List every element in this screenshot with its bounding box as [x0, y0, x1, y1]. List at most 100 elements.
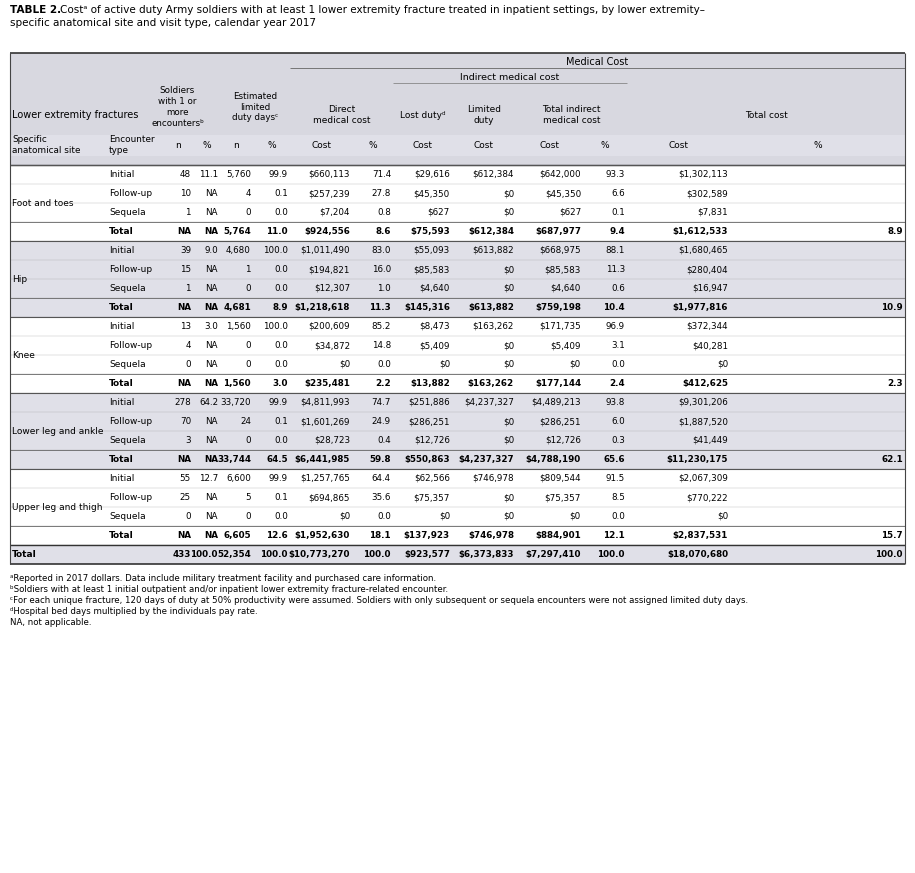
- Text: Sequela: Sequela: [109, 436, 145, 445]
- Text: $2,067,309: $2,067,309: [678, 474, 728, 483]
- Text: Total cost: Total cost: [745, 111, 788, 120]
- Text: NA: NA: [206, 341, 218, 350]
- Bar: [10, 184, 905, 203]
- Text: Specific
anatomical site: Specific anatomical site: [12, 135, 81, 155]
- Text: 99.9: 99.9: [269, 170, 288, 179]
- Text: 11.3: 11.3: [606, 265, 625, 274]
- Bar: [10, 134, 905, 155]
- Text: 10.9: 10.9: [881, 303, 903, 312]
- Text: $75,593: $75,593: [410, 227, 450, 236]
- Text: $0: $0: [439, 512, 450, 521]
- Text: 18.1: 18.1: [370, 531, 391, 540]
- Text: NA: NA: [206, 417, 218, 426]
- Text: 39: 39: [180, 246, 191, 255]
- Text: Cost: Cost: [474, 141, 494, 149]
- Text: Indirect medical cost: Indirect medical cost: [460, 72, 560, 81]
- Text: $55,093: $55,093: [414, 246, 450, 255]
- Text: 433: 433: [173, 550, 191, 559]
- Text: 55: 55: [179, 474, 191, 483]
- Text: $200,609: $200,609: [308, 322, 350, 331]
- Text: 4,680: 4,680: [226, 246, 251, 255]
- Text: 27.8: 27.8: [371, 189, 391, 198]
- Text: $85,583: $85,583: [544, 265, 581, 274]
- Text: Total indirect
medical cost: Total indirect medical cost: [543, 105, 601, 125]
- Text: 15.7: 15.7: [881, 531, 903, 540]
- Text: $0: $0: [439, 360, 450, 369]
- Text: 0.0: 0.0: [274, 265, 288, 274]
- Text: $923,577: $923,577: [404, 550, 450, 559]
- Text: 0.4: 0.4: [377, 436, 391, 445]
- Text: 6.0: 6.0: [611, 417, 625, 426]
- Text: 0: 0: [186, 360, 191, 369]
- Text: Sequela: Sequela: [109, 360, 145, 369]
- Text: $746,978: $746,978: [468, 531, 514, 540]
- Text: 0.0: 0.0: [377, 360, 391, 369]
- Text: $171,735: $171,735: [539, 322, 581, 331]
- Text: $0: $0: [502, 493, 514, 502]
- Text: $0: $0: [570, 512, 581, 521]
- Text: $4,811,993: $4,811,993: [300, 398, 350, 407]
- Text: 0: 0: [245, 341, 251, 350]
- Text: Sequela: Sequela: [109, 208, 145, 217]
- Text: %: %: [267, 141, 275, 149]
- Text: NA, not applicable.: NA, not applicable.: [10, 618, 92, 627]
- Bar: [10, 393, 905, 412]
- Text: $34,872: $34,872: [314, 341, 350, 350]
- Bar: [10, 393, 905, 469]
- Bar: [10, 469, 905, 545]
- Text: $660,113: $660,113: [308, 170, 350, 179]
- Text: 0.0: 0.0: [274, 284, 288, 293]
- Text: 71.4: 71.4: [371, 170, 391, 179]
- Text: $0: $0: [570, 360, 581, 369]
- Text: 14.8: 14.8: [371, 341, 391, 350]
- Text: $924,556: $924,556: [304, 227, 350, 236]
- Text: Follow-up: Follow-up: [109, 265, 152, 274]
- Bar: [10, 488, 905, 507]
- Text: 0: 0: [245, 208, 251, 217]
- Text: 59.8: 59.8: [370, 455, 391, 464]
- Text: NA: NA: [177, 303, 191, 312]
- Text: 0.0: 0.0: [377, 512, 391, 521]
- Bar: [10, 241, 905, 260]
- Text: Hip: Hip: [12, 274, 27, 284]
- Text: 93.8: 93.8: [606, 398, 625, 407]
- Text: $6,373,833: $6,373,833: [458, 550, 514, 559]
- Text: NA: NA: [206, 189, 218, 198]
- Text: $372,344: $372,344: [686, 322, 728, 331]
- Text: $6,441,985: $6,441,985: [295, 455, 350, 464]
- Text: specific anatomical site and visit type, calendar year 2017: specific anatomical site and visit type,…: [10, 18, 316, 28]
- Text: ᶜFor each unique fracture, 120 days of duty at 50% productivity were assumed. So: ᶜFor each unique fracture, 120 days of d…: [10, 596, 748, 605]
- Text: ᵈHospital bed days multiplied by the individuals pay rate.: ᵈHospital bed days multiplied by the ind…: [10, 607, 258, 616]
- Text: 100.0: 100.0: [261, 550, 288, 559]
- Bar: [10, 317, 905, 393]
- Text: 6,605: 6,605: [223, 531, 251, 540]
- Text: $10,773,270: $10,773,270: [288, 550, 350, 559]
- Text: Cost: Cost: [311, 141, 331, 149]
- Bar: [10, 431, 905, 450]
- Text: 0.0: 0.0: [274, 436, 288, 445]
- Text: $4,640: $4,640: [551, 284, 581, 293]
- Text: NA: NA: [206, 284, 218, 293]
- Text: Sequela: Sequela: [109, 512, 145, 521]
- Text: $45,350: $45,350: [544, 189, 581, 198]
- Bar: [10, 165, 905, 241]
- Text: $1,612,533: $1,612,533: [673, 227, 728, 236]
- Text: $0: $0: [502, 436, 514, 445]
- Text: $2,837,531: $2,837,531: [673, 531, 728, 540]
- Bar: [10, 317, 905, 336]
- Text: $550,863: $550,863: [404, 455, 450, 464]
- Text: $75,357: $75,357: [544, 493, 581, 502]
- Text: 100.0: 100.0: [263, 246, 288, 255]
- Bar: [10, 450, 905, 469]
- Text: 0.0: 0.0: [274, 208, 288, 217]
- Text: 0.0: 0.0: [274, 341, 288, 350]
- Text: 4,681: 4,681: [223, 303, 251, 312]
- Text: $613,882: $613,882: [468, 303, 514, 312]
- Text: 1,560: 1,560: [226, 322, 251, 331]
- Text: $4,640: $4,640: [420, 284, 450, 293]
- Text: Medical Cost: Medical Cost: [566, 57, 629, 67]
- Text: Encounter
type: Encounter type: [109, 135, 155, 155]
- Text: $251,886: $251,886: [408, 398, 450, 407]
- Text: 5: 5: [245, 493, 251, 502]
- Text: NA: NA: [206, 493, 218, 502]
